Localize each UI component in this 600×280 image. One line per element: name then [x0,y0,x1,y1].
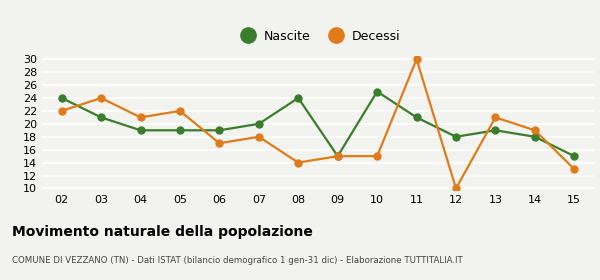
Decessi [374,155,381,158]
Nascite [334,155,341,158]
Decessi [216,142,223,145]
Decessi [571,167,578,171]
Nascite [255,122,262,125]
Nascite [492,129,499,132]
Decessi [413,58,420,61]
Nascite [98,116,105,119]
Legend: Nascite, Decessi: Nascite, Decessi [230,25,406,48]
Nascite [413,116,420,119]
Nascite [216,129,223,132]
Nascite [452,135,460,138]
Decessi [137,116,144,119]
Nascite [374,90,381,93]
Decessi [492,116,499,119]
Nascite [58,96,65,100]
Decessi [295,161,302,164]
Nascite [571,155,578,158]
Nascite [295,96,302,100]
Decessi [176,109,184,113]
Decessi [58,109,65,113]
Line: Nascite: Nascite [58,88,578,160]
Nascite [531,135,538,138]
Nascite [176,129,184,132]
Decessi [334,155,341,158]
Decessi [255,135,262,138]
Decessi [98,96,105,100]
Nascite [137,129,144,132]
Text: COMUNE DI VEZZANO (TN) - Dati ISTAT (bilancio demografico 1 gen-31 dic) - Elabor: COMUNE DI VEZZANO (TN) - Dati ISTAT (bil… [12,256,463,265]
Line: Decessi: Decessi [58,56,578,192]
Decessi [531,129,538,132]
Decessi [452,187,460,190]
Text: Movimento naturale della popolazione: Movimento naturale della popolazione [12,225,313,239]
